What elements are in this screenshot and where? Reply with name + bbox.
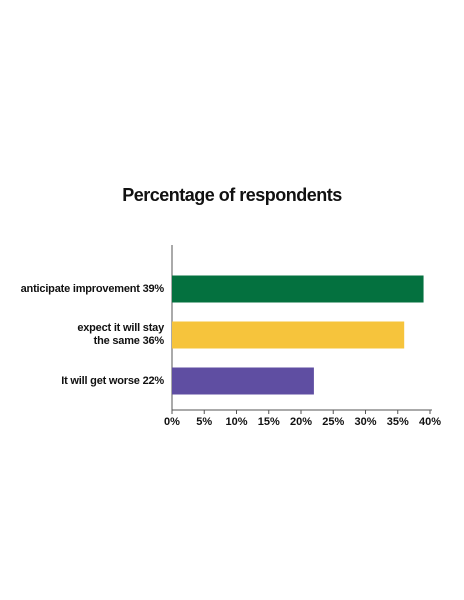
- bar: [172, 367, 314, 395]
- category-label: expect it will stay the same 36%: [77, 322, 164, 347]
- chart-title: Percentage of respondents: [122, 185, 342, 205]
- x-tick-label: 30%: [354, 416, 376, 428]
- x-tick-label: 15%: [258, 416, 280, 428]
- x-tick-label: 35%: [387, 416, 409, 428]
- category-label: It will get worse 22%: [61, 374, 164, 387]
- x-tick-label: 20%: [290, 416, 312, 428]
- x-tick-label: 10%: [225, 416, 247, 428]
- x-tick-label: 0%: [164, 416, 180, 428]
- x-tick-label: 5%: [196, 416, 212, 428]
- x-tick-label: 25%: [322, 416, 344, 428]
- x-tick-label: 40%: [419, 416, 441, 428]
- bar: [172, 321, 405, 349]
- category-label: anticipate improvement 39%: [20, 282, 165, 295]
- bar: [172, 275, 424, 303]
